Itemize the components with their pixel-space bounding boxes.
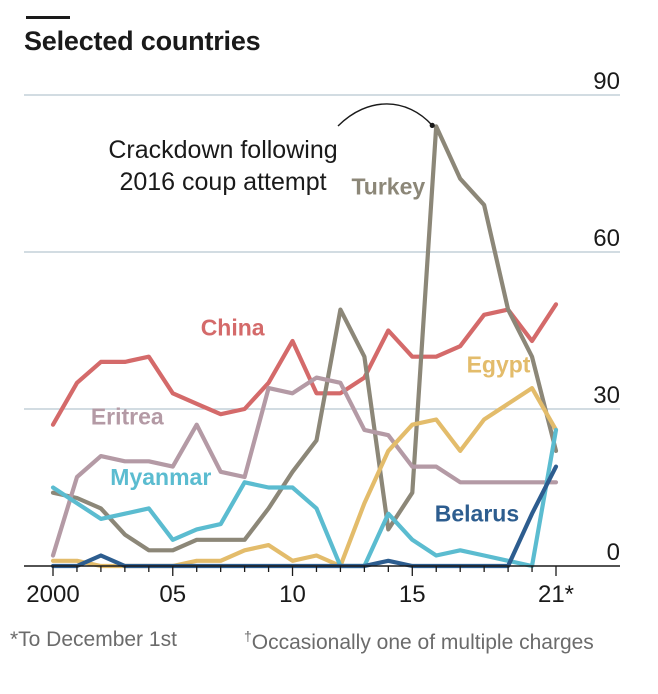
chart-title: Selected countries [24, 26, 261, 56]
x-tick-label: 21* [538, 581, 574, 608]
y-tick-label: 60 [593, 225, 620, 252]
labels: 0 30 60 90 2000 05 10 15 21* China Turkey Eritrea Eg… [26, 68, 620, 608]
title-rule [26, 16, 70, 19]
series-label-eritrea: Eritrea [91, 404, 164, 430]
series-line-china [50, 302, 559, 427]
x-axis [24, 565, 620, 576]
x-tick-label: 10 [279, 581, 306, 608]
annotation-leader [337, 103, 433, 127]
y-tick-label: 0 [607, 539, 620, 566]
series-label-egypt: Egypt [467, 351, 531, 377]
annotation-line-2: 2016 coup attempt [119, 168, 326, 196]
series-label-turkey: Turkey [351, 173, 425, 199]
series-label-china: China [201, 315, 265, 341]
x-tick-label: 05 [159, 581, 186, 608]
annotation-dot [429, 122, 435, 128]
line-chart: 0 30 60 90 2000 05 10 15 21* China Turkey Eritrea Eg… [24, 68, 620, 608]
series-label-myanmar: Myanmar [110, 464, 211, 490]
annotation-line-1: Crackdown following [108, 136, 337, 164]
footnote-charges: †Occasionally one of multiple charges [244, 628, 594, 655]
series-line-myanmar [50, 427, 559, 569]
x-tick-label: 15 [399, 581, 426, 608]
series-line-eritrea [50, 375, 559, 558]
series-label-belarus: Belarus [435, 501, 519, 527]
footnote-date: *To December 1st [10, 628, 177, 651]
y-tick-label: 30 [593, 382, 620, 409]
y-tick-label: 90 [593, 68, 620, 95]
x-tick-label: 2000 [26, 581, 79, 608]
footnote-charges-text: Occasionally one of multiple charges [251, 631, 594, 654]
dagger-mark: † [244, 628, 252, 644]
series-line-turkey [50, 124, 559, 553]
annotation: Crackdown following 2016 coup attempt [108, 103, 435, 196]
